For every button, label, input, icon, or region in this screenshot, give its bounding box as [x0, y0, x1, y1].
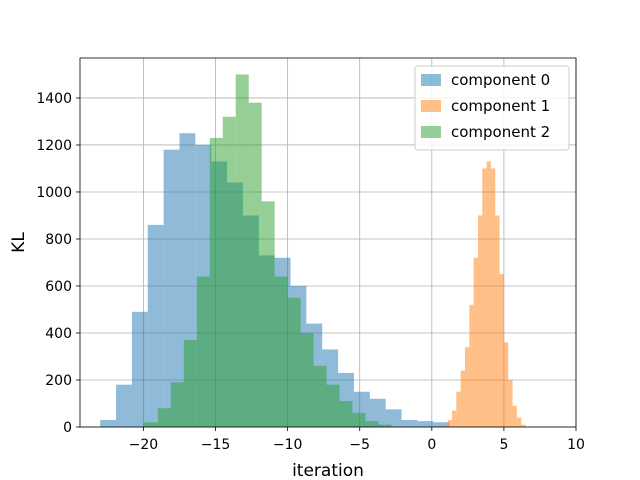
legend-swatch — [421, 100, 441, 112]
series-2-bars — [143, 74, 392, 427]
histogram-bar — [464, 347, 470, 427]
y-tick-label: 800 — [45, 232, 72, 248]
histogram-bar — [147, 224, 164, 427]
y-tick-label: 0 — [63, 420, 72, 436]
histogram-bar — [235, 74, 249, 427]
histogram-bar — [417, 421, 434, 427]
x-tick-label: −15 — [201, 437, 231, 453]
histogram-bar — [300, 332, 314, 427]
legend-label: component 1 — [451, 97, 550, 115]
histogram-bar — [460, 370, 465, 427]
histogram-bar — [456, 391, 461, 427]
histogram-bar — [486, 161, 491, 428]
y-tick-label: 1200 — [36, 138, 72, 154]
y-tick-label: 200 — [45, 373, 72, 389]
histogram-bar — [326, 384, 340, 427]
y-tick-label: 600 — [45, 279, 72, 295]
histogram-bar — [196, 276, 210, 427]
histogram-bar — [209, 137, 223, 427]
legend-item: component 1 — [421, 97, 550, 115]
y-tick-label: 400 — [45, 326, 72, 342]
histogram-bar — [222, 116, 236, 427]
legend-label: component 0 — [451, 71, 550, 89]
histogram-bar — [183, 340, 197, 427]
histogram-bar — [157, 408, 171, 427]
histogram-bar — [433, 422, 450, 427]
histogram-bar — [287, 297, 301, 427]
legend-box — [414, 65, 570, 151]
x-tick-label: −10 — [273, 437, 303, 453]
x-tick-label: −20 — [129, 437, 159, 453]
histogram-bar — [261, 201, 275, 427]
histogram-bar — [365, 421, 379, 427]
histogram-bar — [100, 419, 117, 427]
legend-label: component 2 — [451, 123, 550, 141]
y-tick-label: 1000 — [36, 185, 72, 201]
histogram-bar — [503, 342, 509, 427]
histogram-bar — [385, 409, 402, 427]
axes-frame — [79, 57, 577, 428]
histogram-bars — [100, 74, 526, 428]
legend-swatch — [421, 74, 441, 86]
histogram-bar — [369, 398, 386, 427]
x-tick-label: 10 — [567, 437, 585, 453]
histogram-bar — [473, 257, 478, 427]
y-tick-label: 1400 — [36, 91, 72, 107]
histogram-bar — [131, 311, 148, 427]
legend: component 0 component 1 component 2 — [414, 65, 570, 151]
histogram-bar — [170, 382, 184, 427]
histogram-bar — [313, 365, 327, 427]
histogram-bar — [143, 422, 158, 427]
y-axis-label: KL — [9, 232, 29, 253]
legend-item: component 0 — [421, 71, 550, 89]
histogram-bar — [495, 215, 500, 427]
histogram-bar — [248, 102, 262, 427]
series-1-bars — [443, 161, 526, 428]
histogram-bar — [163, 149, 180, 427]
x-tick-label: 5 — [499, 437, 508, 453]
histogram-bar — [516, 417, 522, 427]
histogram-bar — [469, 304, 474, 427]
legend-swatch — [421, 126, 441, 138]
x-tick-label: 0 — [427, 437, 436, 453]
histogram-bar — [274, 276, 288, 427]
histogram-bar — [443, 425, 448, 427]
histogram-bar — [447, 419, 452, 427]
histogram-bar — [490, 168, 496, 427]
x-axis-label: iteration — [292, 461, 364, 480]
legend-item: component 2 — [421, 123, 550, 141]
histogram-bar — [499, 274, 504, 427]
histogram-bar — [521, 424, 526, 427]
histogram-bar — [477, 215, 483, 427]
histogram-bar — [401, 419, 418, 427]
axes-border — [79, 57, 577, 428]
histogram-bar — [116, 384, 132, 427]
histogram-bar — [512, 405, 517, 427]
histogram-bar — [352, 412, 366, 427]
histogram-bar — [508, 379, 513, 427]
axis-ticks: −20 −15 −10 −5 0 5 10 0 200 400 600 800 1000 1200 1400 — [36, 91, 585, 453]
x-tick-label: −5 — [349, 437, 370, 453]
histogram-bar — [378, 424, 392, 427]
histogram-bar — [339, 401, 353, 427]
histogram-bar — [452, 410, 457, 427]
histogram-bar — [482, 168, 487, 427]
